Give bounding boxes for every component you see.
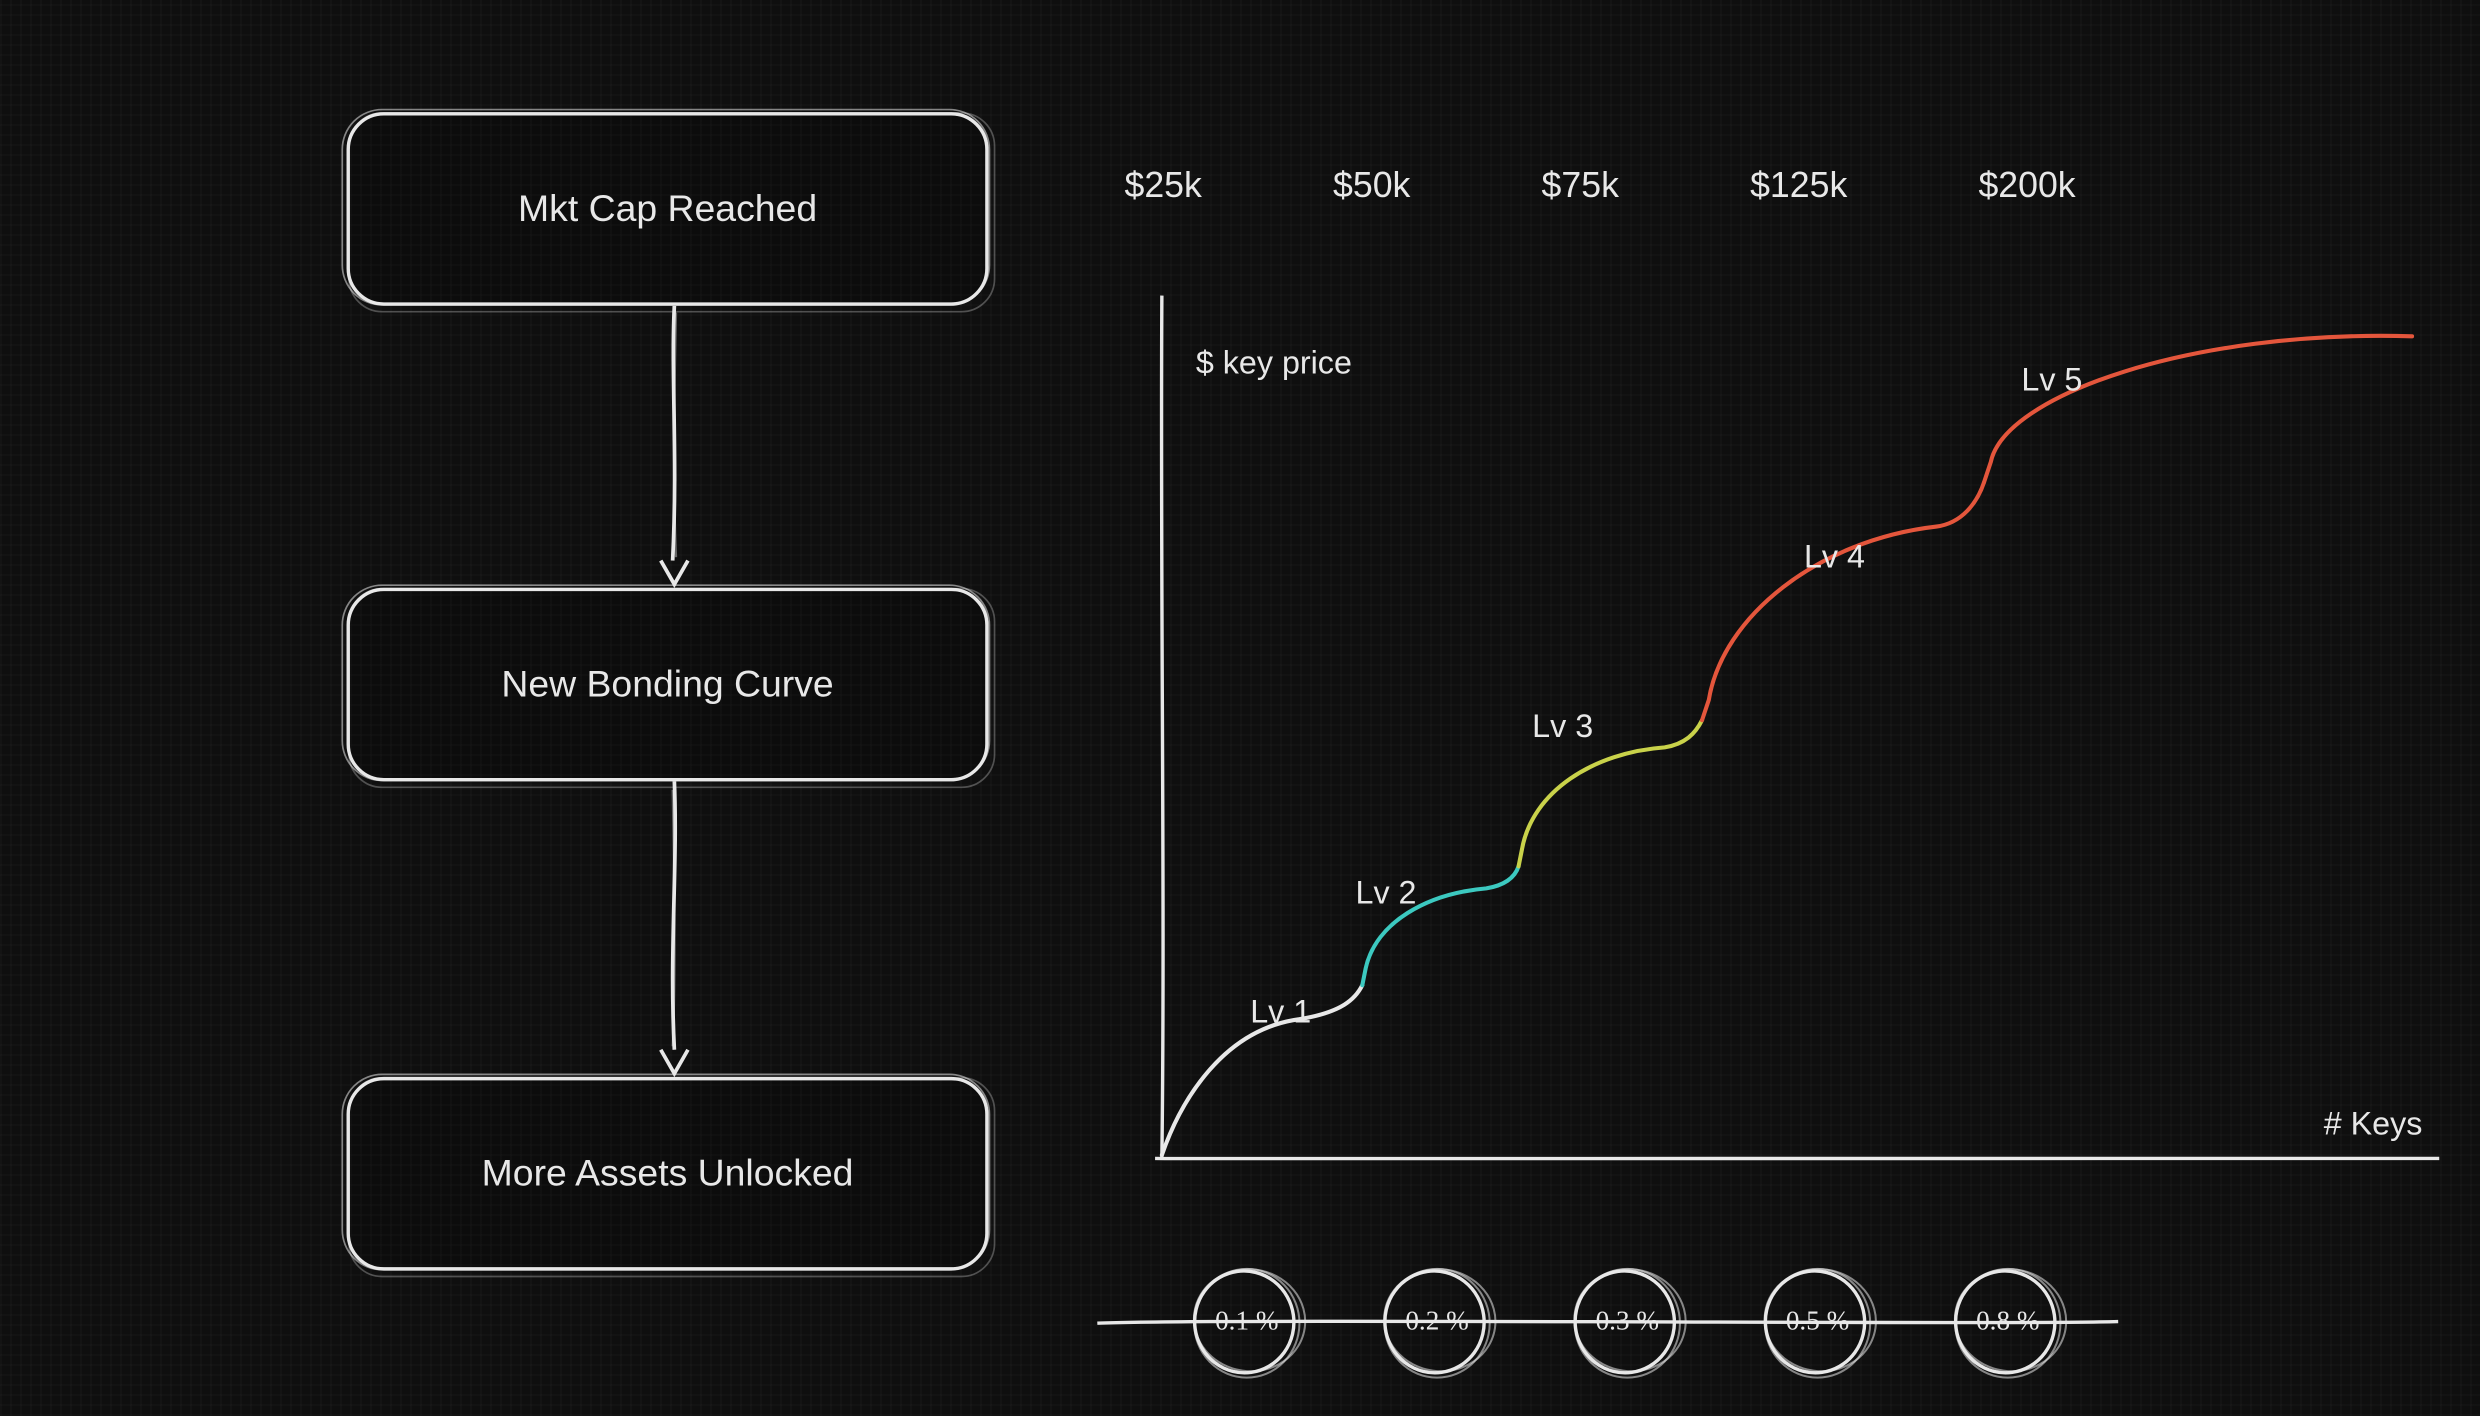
price-labels-row: $25k $50k $75k $125k $200k [1124, 166, 2075, 207]
flow-box-mktcap: Mkt Cap Reached [347, 112, 989, 306]
level-label: Lv 3 [1532, 710, 1593, 747]
flow-box-bonding: New Bonding Curve [347, 588, 989, 782]
y-axis-label: $ key price [1196, 347, 1352, 384]
flow-arrow-1 [654, 306, 695, 588]
price-label: $200k [1978, 166, 2075, 207]
x-axis-label: # Keys [2324, 1108, 2423, 1145]
percentage-bubbles: 0.1 % 0.2 % 0.3 % 0.5 % 0.8 % [1155, 1254, 2106, 1390]
svg-text:0.3 %: 0.3 % [1596, 1305, 1659, 1335]
price-label: $75k [1542, 166, 1619, 207]
flow-box-label: Mkt Cap Reached [518, 187, 817, 231]
flow-box-label: New Bonding Curve [501, 662, 833, 706]
bonding-curve-chart: $ key price # Keys Lv 1 Lv 2 Lv 3 Lv 4 L… [1155, 285, 2446, 1168]
level-label: Lv 1 [1250, 995, 1311, 1032]
price-label: $125k [1750, 166, 1847, 207]
flow-box-assets: More Assets Unlocked [347, 1077, 989, 1271]
price-label: $25k [1124, 166, 1201, 207]
flow-arrow-2 [654, 781, 695, 1077]
svg-text:0.5 %: 0.5 % [1786, 1305, 1849, 1335]
level-label: Lv 2 [1356, 876, 1417, 913]
svg-text:0.8 %: 0.8 % [1976, 1305, 2039, 1335]
flow-box-label: More Assets Unlocked [482, 1152, 854, 1196]
level-label: Lv 5 [2021, 364, 2082, 401]
price-label: $50k [1333, 166, 1410, 207]
level-label: Lv 4 [1804, 540, 1865, 577]
svg-text:0.2 %: 0.2 % [1405, 1305, 1468, 1335]
diagram-stage: Mkt Cap Reached New Bonding Curve More A… [0, 0, 2480, 1412]
svg-text:0.1 %: 0.1 % [1215, 1305, 1278, 1335]
